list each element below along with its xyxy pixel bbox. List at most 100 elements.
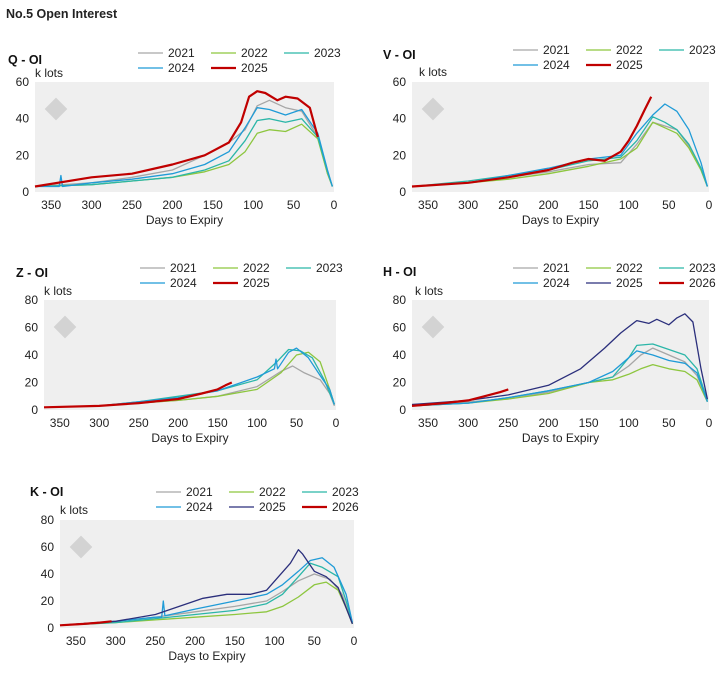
legend-label-2022: 2022 bbox=[259, 485, 286, 499]
legend-label-2026: 2026 bbox=[689, 276, 716, 290]
legend-label-2022: 2022 bbox=[243, 261, 270, 275]
y-tick-label: 0 bbox=[22, 185, 29, 199]
x-tick-label: 200 bbox=[168, 416, 188, 430]
y-axis-label: k lots bbox=[60, 503, 88, 517]
y-axis-label: k lots bbox=[415, 284, 443, 298]
x-tick-label: 100 bbox=[243, 198, 263, 212]
series-line-2026 bbox=[59, 620, 112, 627]
series-line-2025 bbox=[43, 381, 233, 409]
chart-h-oi: H - OI k lots 0 20 40 60 80 350 300 250 200 150 100 5… bbox=[383, 261, 716, 445]
x-tick-label: 300 bbox=[458, 416, 478, 430]
x-tick-label: 50 bbox=[287, 198, 301, 212]
chart-title: K - OI bbox=[30, 485, 63, 499]
x-axis-label: Days to Expiry bbox=[146, 213, 223, 227]
y-tick-label: 0 bbox=[31, 403, 38, 417]
x-tick-label: 100 bbox=[619, 416, 639, 430]
legend-label-2021: 2021 bbox=[543, 261, 570, 275]
x-tick-label: 150 bbox=[579, 198, 599, 212]
legend-label-2024: 2024 bbox=[186, 500, 213, 514]
y-tick-label: 20 bbox=[393, 376, 407, 390]
series-line-2022 bbox=[411, 363, 708, 407]
chart-title: V - OI bbox=[383, 48, 416, 62]
y-tick-label: 20 bbox=[16, 148, 30, 162]
legend-label-2023: 2023 bbox=[314, 46, 341, 60]
series-line-2025 bbox=[411, 313, 709, 406]
y-tick-label: 40 bbox=[16, 112, 30, 126]
x-tick-label: 150 bbox=[208, 416, 228, 430]
chart-title: Q - OI bbox=[8, 53, 42, 67]
x-tick-label: 50 bbox=[308, 634, 322, 648]
legend-label-2025: 2025 bbox=[243, 276, 270, 290]
legend-label-2026: 2026 bbox=[332, 500, 359, 514]
legend-label-2023: 2023 bbox=[332, 485, 359, 499]
series-line-2024 bbox=[411, 350, 709, 407]
x-tick-label: 50 bbox=[662, 198, 676, 212]
series-line-2024 bbox=[59, 557, 354, 626]
y-tick-label: 60 bbox=[393, 75, 407, 89]
x-tick-label: 250 bbox=[498, 198, 518, 212]
x-tick-label: 300 bbox=[82, 198, 102, 212]
watermark-diamond bbox=[44, 97, 68, 121]
x-tick-label: 350 bbox=[418, 198, 438, 212]
y-tick-label: 60 bbox=[25, 321, 39, 335]
chart-z-oi: Z - OI k lots 0 20 40 60 80 350 300 250 200 150 100 5… bbox=[16, 261, 343, 445]
series-line-2025 bbox=[34, 90, 319, 188]
x-tick-label: 300 bbox=[106, 634, 126, 648]
x-tick-label: 200 bbox=[538, 198, 558, 212]
y-tick-label: 40 bbox=[393, 348, 407, 362]
chart-q-oi: Q - OIk lots 0 20 40 60 350 300 250 200 150 100 50 0… bbox=[8, 46, 341, 227]
x-tick-label: 250 bbox=[145, 634, 165, 648]
chart-title: Z - OI bbox=[16, 266, 48, 280]
legend-label-2021: 2021 bbox=[168, 46, 195, 60]
x-axis-label: Days to Expiry bbox=[151, 431, 228, 445]
chart-k-oi: K - OI k lots 0 20 40 60 80 350 300 250 200 150 100 5… bbox=[30, 485, 359, 663]
legend-label-2021: 2021 bbox=[170, 261, 197, 275]
x-tick-label: 150 bbox=[579, 416, 599, 430]
series-line-2025 bbox=[59, 549, 354, 626]
series-line-2025 bbox=[411, 96, 653, 188]
x-tick-label: 50 bbox=[290, 416, 304, 430]
x-tick-label: 350 bbox=[66, 634, 86, 648]
plot-area bbox=[412, 300, 709, 410]
y-tick-label: 0 bbox=[47, 621, 54, 635]
x-tick-label: 200 bbox=[162, 198, 182, 212]
y-axis-label: k lots bbox=[44, 284, 72, 298]
legend-label-2021: 2021 bbox=[543, 43, 570, 57]
series-line-2024 bbox=[411, 103, 709, 188]
y-tick-label: 80 bbox=[393, 293, 407, 307]
x-axis-label: Days to Expiry bbox=[522, 213, 599, 227]
legend-label-2025: 2025 bbox=[616, 276, 643, 290]
x-tick-label: 50 bbox=[662, 416, 676, 430]
legend-label-2021: 2021 bbox=[186, 485, 213, 499]
plot-area bbox=[60, 520, 354, 628]
legend-label-2022: 2022 bbox=[241, 46, 268, 60]
y-tick-label: 80 bbox=[25, 293, 39, 307]
y-tick-label: 0 bbox=[399, 185, 406, 199]
y-axis-label: k lots bbox=[35, 66, 63, 80]
watermark-logo-icon bbox=[44, 97, 68, 121]
legend-label-2025: 2025 bbox=[616, 58, 643, 72]
y-tick-label: 40 bbox=[41, 567, 55, 581]
x-tick-label: 350 bbox=[50, 416, 70, 430]
x-tick-label: 0 bbox=[351, 634, 358, 648]
legend-label-2023: 2023 bbox=[689, 261, 716, 275]
x-tick-label: 0 bbox=[333, 416, 340, 430]
x-tick-label: 350 bbox=[418, 416, 438, 430]
y-tick-label: 60 bbox=[16, 75, 30, 89]
x-tick-label: 200 bbox=[185, 634, 205, 648]
y-tick-label: 40 bbox=[393, 112, 407, 126]
x-tick-label: 300 bbox=[458, 198, 478, 212]
y-axis-label: k lots bbox=[419, 65, 447, 79]
y-tick-label: 20 bbox=[41, 594, 55, 608]
chart-v-oi: V - OIk lots 0 20 40 60 350 300 250 200 150 100 50 0… bbox=[383, 43, 716, 227]
series-line-2022 bbox=[411, 121, 709, 188]
chart-title: H - OI bbox=[383, 265, 416, 279]
y-tick-label: 60 bbox=[41, 540, 55, 554]
legend-label-2024: 2024 bbox=[170, 276, 197, 290]
y-tick-label: 20 bbox=[25, 376, 39, 390]
series-line-2023 bbox=[34, 118, 334, 188]
y-tick-label: 40 bbox=[25, 348, 39, 362]
y-tick-label: 80 bbox=[41, 513, 55, 527]
x-tick-label: 300 bbox=[89, 416, 109, 430]
series-line-2024 bbox=[43, 347, 336, 408]
